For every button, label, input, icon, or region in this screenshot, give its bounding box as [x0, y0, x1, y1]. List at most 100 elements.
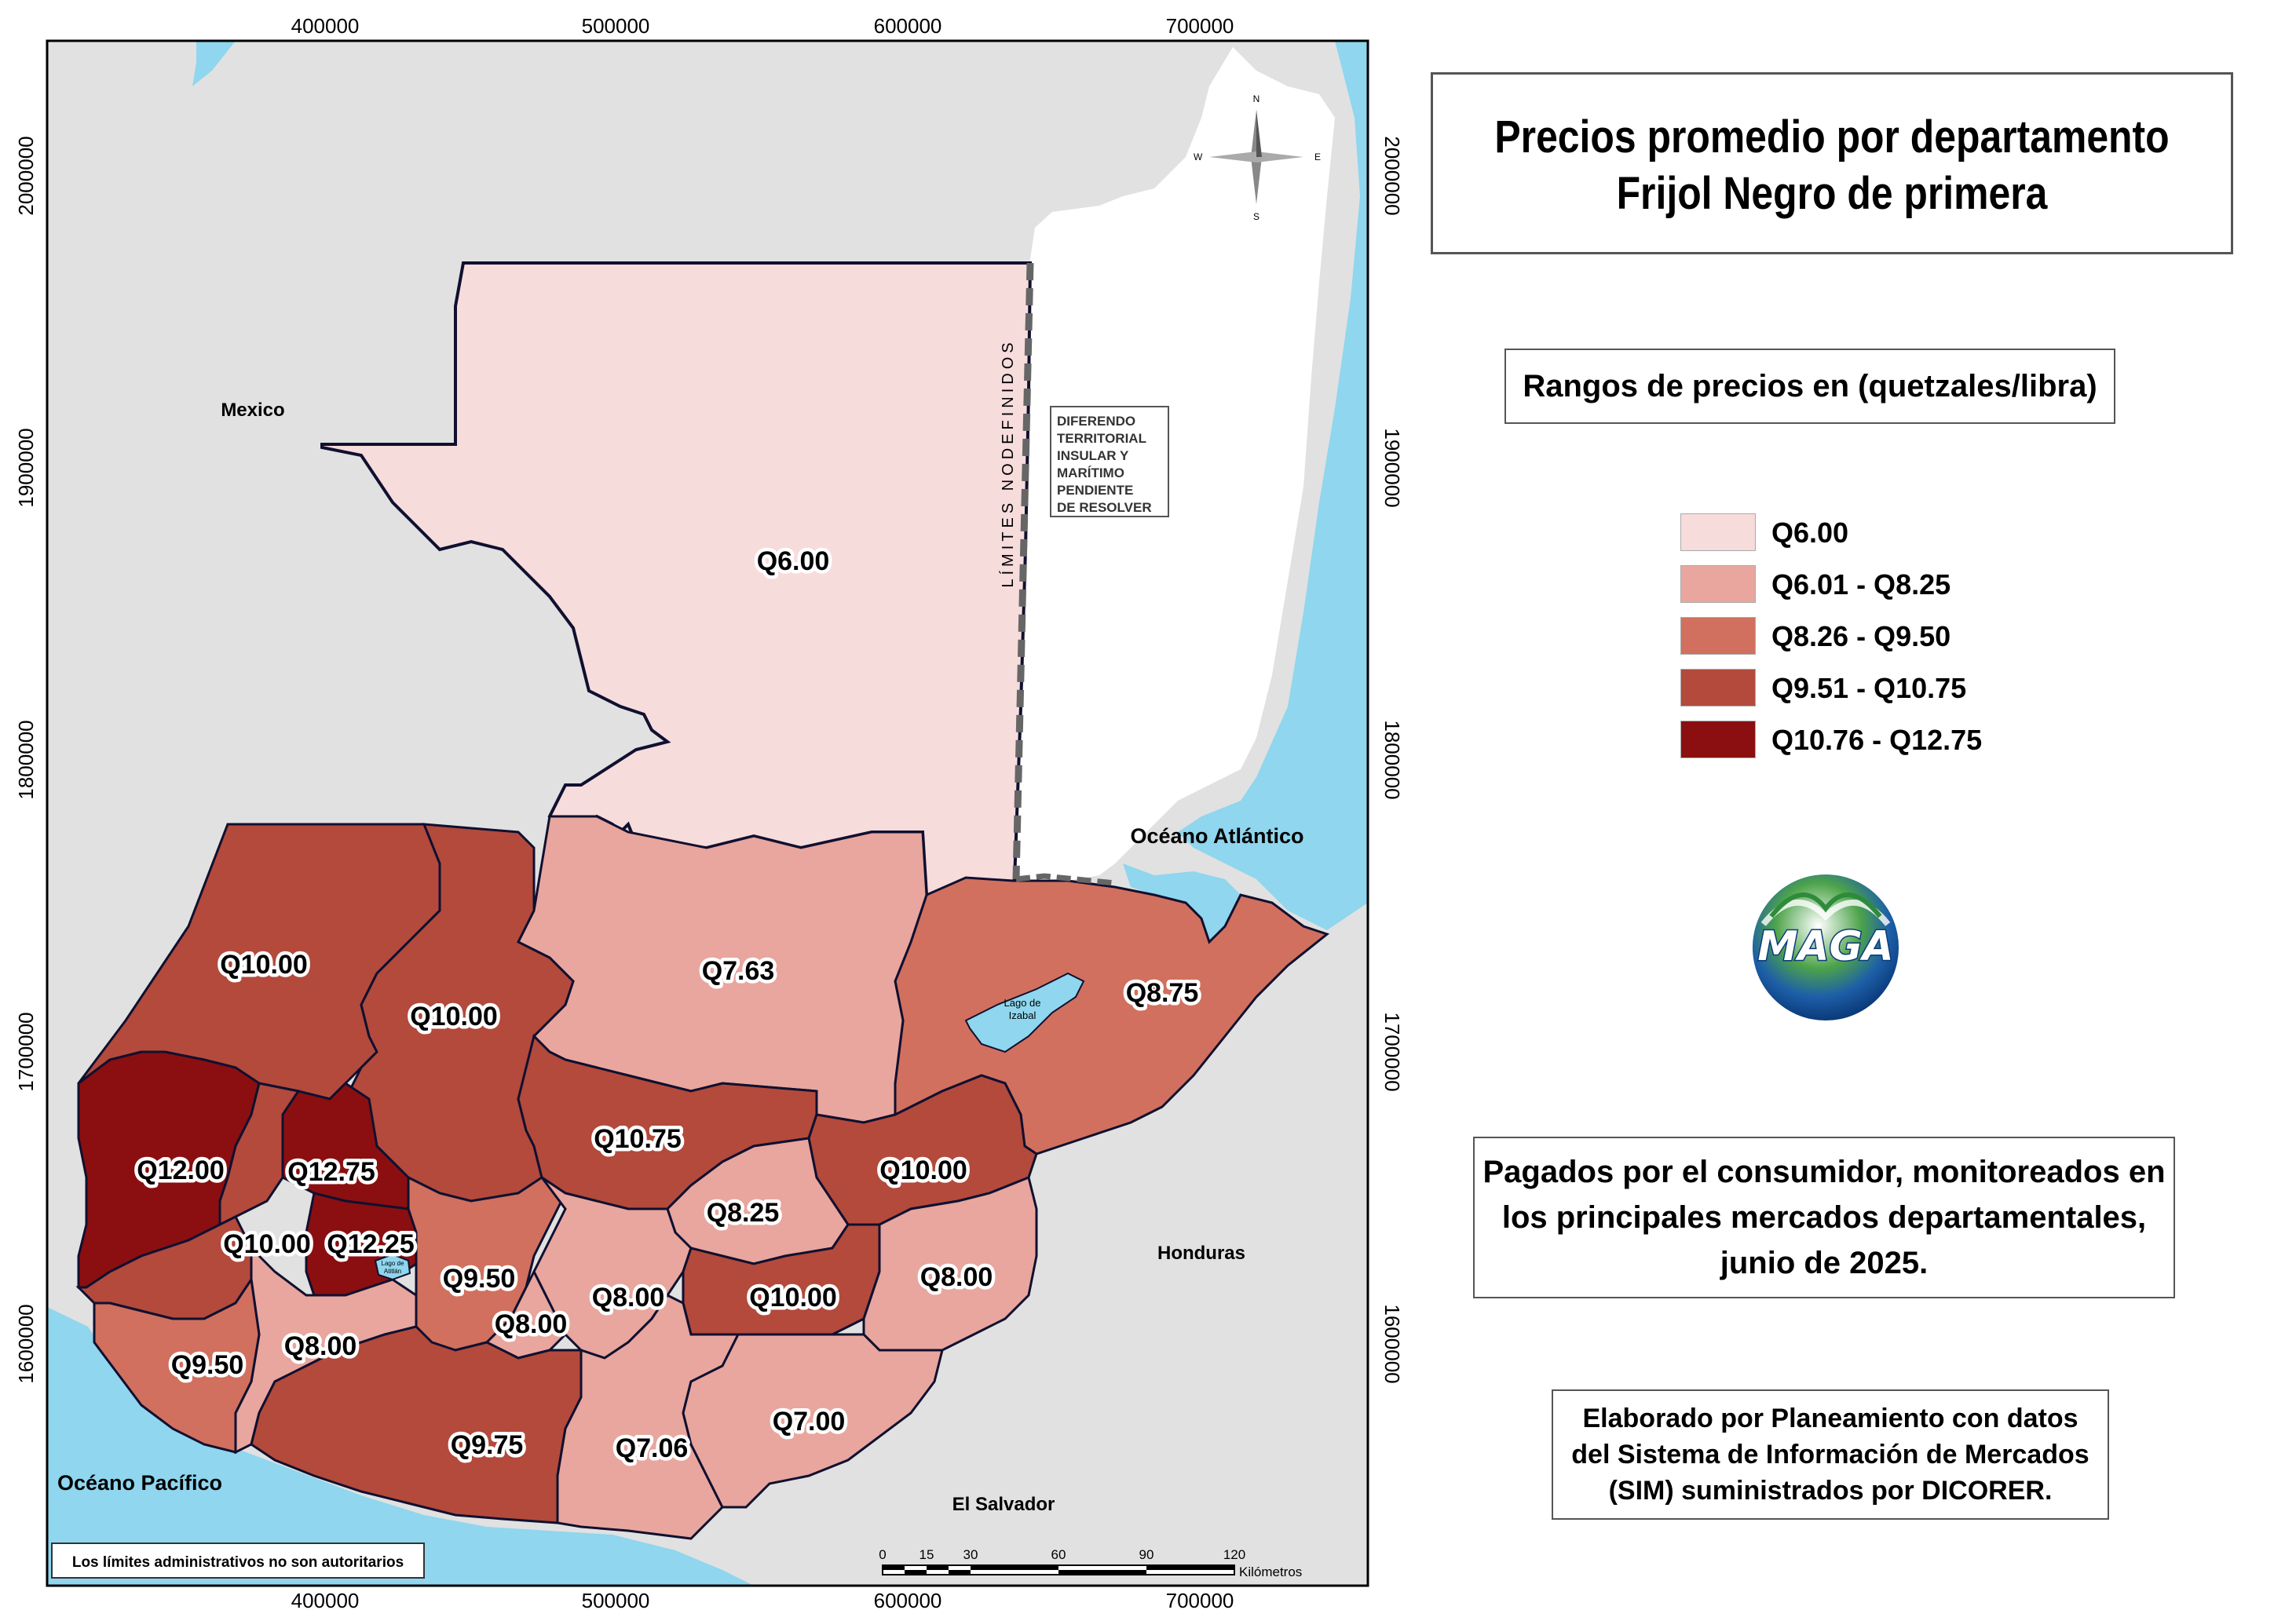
svg-text:PENDIENTE: PENDIENTE [1057, 483, 1133, 498]
dept-price-label: Q10.00 [749, 1283, 837, 1312]
belize [1013, 47, 1335, 881]
dept-price-label: Q12.25 [327, 1229, 415, 1259]
dept-price-label: Q10.00 [220, 950, 308, 980]
axis-y-label: 1800000 [14, 720, 38, 799]
axis-labels-left: 2000000 1900000 1800000 1700000 1600000 [14, 136, 38, 1383]
legend-label: Q9.51 - Q10.75 [1771, 672, 1967, 704]
axis-y-label: 1600000 [1380, 1304, 1404, 1383]
svg-text:90: 90 [1139, 1547, 1154, 1562]
svg-text:E: E [1314, 152, 1321, 162]
dept-price-label: Q9.50 [443, 1264, 516, 1294]
dept-price-label: Q10.00 [410, 1002, 498, 1031]
undefined-limits-label: LÍMITES NODEFINIDOS [999, 338, 1017, 587]
axis-y-label: 2000000 [1380, 136, 1404, 215]
axis-labels-right: 2000000 1900000 1800000 1700000 1600000 [1380, 136, 1404, 1383]
dept-price-label: Q10.75 [594, 1124, 682, 1154]
compass-icon: N S E W [1194, 93, 1321, 222]
country-label-mexico: Mexico [221, 400, 284, 421]
svg-text:Los límites administrativos no: Los límites administrativos no son autor… [72, 1554, 404, 1571]
svg-text:0: 0 [879, 1547, 886, 1562]
svg-text:120: 120 [1223, 1547, 1245, 1562]
axis-y-label: 1700000 [14, 1012, 38, 1091]
legend-swatch [1680, 669, 1756, 706]
ocean-label-atlantic: Océano Atlántico [1130, 824, 1303, 848]
dept-price-label: Q9.75 [451, 1430, 524, 1460]
top-water [192, 41, 236, 86]
note-line: Pagados por el consumidor, monitoreados … [1483, 1155, 2166, 1189]
svg-text:DE RESOLVER: DE RESOLVER [1057, 500, 1152, 515]
svg-text:S: S [1253, 211, 1260, 222]
credit-line: del Sistema de Información de Mercados [1571, 1440, 2089, 1469]
country-label-el-salvador: El Salvador [952, 1494, 1055, 1515]
svg-text:DIFERENDO: DIFERENDO [1057, 414, 1135, 429]
dept-price-label: Q8.25 [707, 1198, 780, 1228]
dept-price-label: Q7.63 [702, 956, 775, 986]
svg-text:MARÍTIMO: MARÍTIMO [1057, 465, 1124, 480]
svg-text:N: N [1253, 93, 1260, 104]
axis-x-label: 400000 [291, 1589, 360, 1612]
lake-izabal-label: Izabal [1009, 1009, 1036, 1021]
svg-text:30: 30 [963, 1547, 978, 1562]
axis-x-label: 500000 [582, 1589, 650, 1612]
axis-x-label: 700000 [1166, 1589, 1234, 1612]
maga-logo: MAGA [1752, 874, 1899, 1021]
dept-price-label: Q7.00 [773, 1407, 846, 1437]
axis-labels-top: 400000 500000 600000 700000 [291, 14, 1234, 38]
legend-swatch [1680, 617, 1756, 655]
pacific-ocean [47, 1307, 754, 1586]
axis-y-label: 1700000 [1380, 1012, 1404, 1091]
dept-price-label: Q10.00 [223, 1229, 311, 1259]
dept-price-label: Q7.06 [616, 1433, 689, 1463]
lake-atitlan-label: Atitlán [384, 1268, 401, 1275]
scale-bar: 0 15 30 60 90 120 Kilómetros [879, 1547, 1302, 1579]
svg-text:60: 60 [1051, 1547, 1066, 1562]
title-line-1: Precios promedio por departamento [1494, 111, 2170, 162]
lake-atitlan [374, 1253, 411, 1281]
dept-price-label: Q8.00 [592, 1283, 665, 1312]
department-region [862, 1175, 1038, 1352]
axis-x-label: 600000 [874, 1589, 942, 1612]
legend-swatch [1680, 565, 1756, 603]
department-region [682, 1333, 944, 1509]
svg-text:Kilómetros: Kilómetros [1239, 1564, 1302, 1579]
undefined-border-south [1015, 873, 1116, 886]
note-box: Pagados por el consumidor, monitoreados … [1473, 1137, 2175, 1298]
svg-text:MAGA: MAGA [1757, 923, 1893, 970]
department-labels: Q6.00 Q7.63 Q8.75 Q10.00 Q10.00 Q12.00 Q… [133, 543, 1202, 1467]
dept-price-label: Q8.00 [920, 1262, 993, 1292]
axis-y-label: 1900000 [14, 428, 38, 507]
dept-price-label: Q10.00 [879, 1156, 967, 1185]
lake-izabal [964, 972, 1085, 1053]
svg-text:15: 15 [919, 1547, 934, 1562]
svg-text:INSULAR Y: INSULAR Y [1057, 448, 1129, 463]
credit-box: Elaborado por Planeamiento con datos del… [1552, 1389, 2109, 1520]
note-line: junio de 2025. [1720, 1246, 1929, 1280]
dept-price-label: Q12.00 [137, 1156, 225, 1185]
legend-swatch [1680, 513, 1756, 551]
axis-x-label: 400000 [291, 14, 360, 38]
lake-izabal-label: Lago de [1004, 997, 1041, 1009]
axis-x-label: 600000 [874, 14, 942, 38]
legend-label: Q8.26 - Q9.50 [1771, 620, 1951, 652]
axis-x-label: 700000 [1166, 14, 1234, 38]
svg-text:W: W [1194, 152, 1203, 162]
legend-label: Q6.00 [1771, 517, 1849, 549]
undefined-border [1012, 262, 1034, 880]
axis-y-label: 1600000 [14, 1304, 38, 1383]
country-label-honduras: Honduras [1157, 1243, 1245, 1264]
dept-price-label: Q9.50 [171, 1350, 244, 1380]
dept-price-label: Q6.00 [757, 546, 830, 576]
title-box: Precios promedio por departamento Frijol… [1431, 72, 2233, 254]
credit-line: (SIM) suministrados por DICORER. [1608, 1476, 2053, 1506]
department-region [250, 1325, 583, 1524]
svg-text:TERRITORIAL: TERRITORIAL [1057, 431, 1146, 446]
axis-y-label: 1900000 [1380, 428, 1404, 507]
legend-swatch [1680, 721, 1756, 758]
axis-x-label: 500000 [582, 14, 650, 38]
title-line-2: Frijol Negro de primera [1616, 168, 2048, 219]
axis-y-label: 1800000 [1380, 720, 1404, 799]
legend-label: Q6.01 - Q8.25 [1771, 568, 1951, 601]
bay-amatique [1123, 863, 1241, 942]
ocean-label-pacific: Océano Pacífico [57, 1471, 222, 1495]
map-border [46, 39, 1369, 1587]
